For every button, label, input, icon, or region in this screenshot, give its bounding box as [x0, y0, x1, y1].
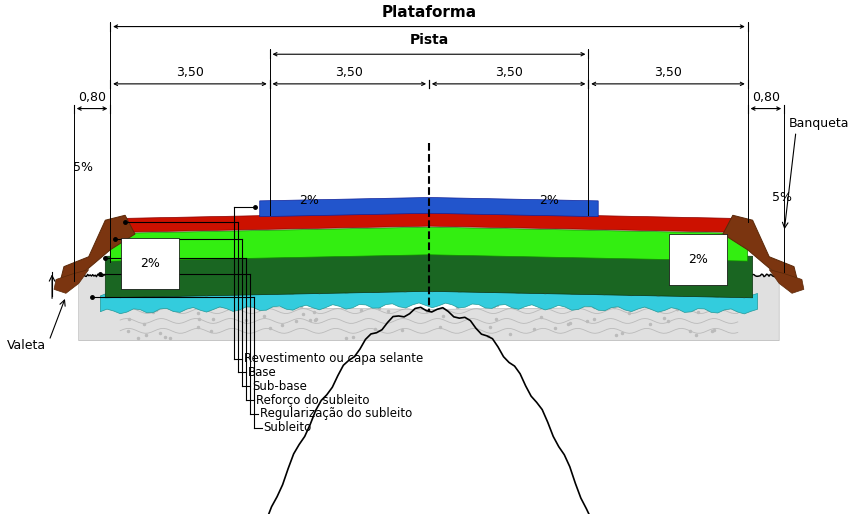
Text: Base: Base [248, 366, 276, 379]
Polygon shape [769, 269, 804, 294]
Text: 2%: 2% [539, 194, 559, 207]
Text: 0,80: 0,80 [752, 91, 780, 104]
Text: 3,50: 3,50 [335, 66, 363, 79]
Text: 3,50: 3,50 [176, 66, 204, 79]
Polygon shape [59, 215, 135, 286]
Polygon shape [260, 197, 598, 217]
Text: Revestimento ou capa selante: Revestimento ou capa selante [244, 352, 423, 365]
Polygon shape [79, 274, 779, 341]
Text: 3,50: 3,50 [654, 66, 682, 79]
Text: 5%: 5% [772, 191, 792, 204]
Polygon shape [115, 212, 743, 232]
Text: 0,80: 0,80 [78, 91, 106, 104]
Text: 2%: 2% [688, 253, 708, 266]
Text: Banqueta: Banqueta [789, 117, 850, 130]
Text: Subleito: Subleito [263, 421, 312, 434]
Text: 5%: 5% [73, 161, 93, 175]
Text: 3,50: 3,50 [494, 66, 522, 79]
Text: Pista: Pista [410, 33, 449, 47]
Text: Reforço do subleito: Reforço do subleito [255, 393, 369, 406]
Text: 2%: 2% [140, 257, 160, 270]
Polygon shape [54, 269, 88, 294]
Text: Valeta: Valeta [7, 339, 46, 352]
Text: Plataforma: Plataforma [381, 5, 476, 20]
Polygon shape [110, 227, 747, 261]
Text: Regularização do subleito: Regularização do subleito [260, 407, 412, 420]
Polygon shape [106, 250, 753, 298]
Text: 2%: 2% [300, 194, 320, 207]
Text: Sub-base: Sub-base [252, 380, 307, 392]
Polygon shape [100, 287, 758, 314]
Polygon shape [723, 215, 799, 286]
